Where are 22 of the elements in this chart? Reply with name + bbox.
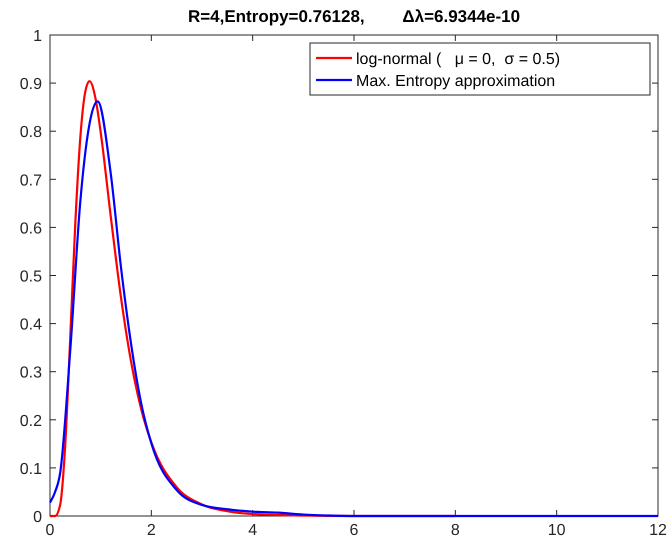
x-tick-label: 12: [649, 522, 667, 539]
y-tick-label: 0: [33, 509, 42, 526]
x-tick-label: 10: [548, 522, 566, 539]
y-tick-label: 0.6: [20, 220, 42, 238]
x-tick-label: 0: [46, 522, 55, 539]
y-tick-label: 0.7: [20, 172, 42, 190]
y-tick-label: 0.3: [20, 364, 42, 382]
x-tick-label: 4: [248, 522, 258, 539]
y-tick-label: 0.8: [20, 124, 42, 142]
chart-title: R=4,Entropy=0.76128, Δλ=6.9344e-10: [188, 7, 520, 26]
y-tick-label: 0.4: [20, 316, 42, 334]
x-tick-label: 6: [350, 522, 359, 539]
x-tick-label: 2: [146, 522, 156, 539]
line-series: [48, 100, 660, 518]
y-tick-label: 0.2: [20, 412, 42, 430]
y-tick-label: 0.1: [20, 460, 42, 478]
y-tick-label: 1: [33, 28, 42, 45]
legend-label: Max. Entropy approximation: [356, 73, 556, 90]
y-tick-label: 0.9: [20, 76, 42, 94]
y-tick-label: 0.5: [20, 268, 42, 286]
legend-label: log-normal ( μ = 0, σ = 0.5): [356, 51, 560, 68]
x-tick-label: 8: [450, 522, 460, 539]
